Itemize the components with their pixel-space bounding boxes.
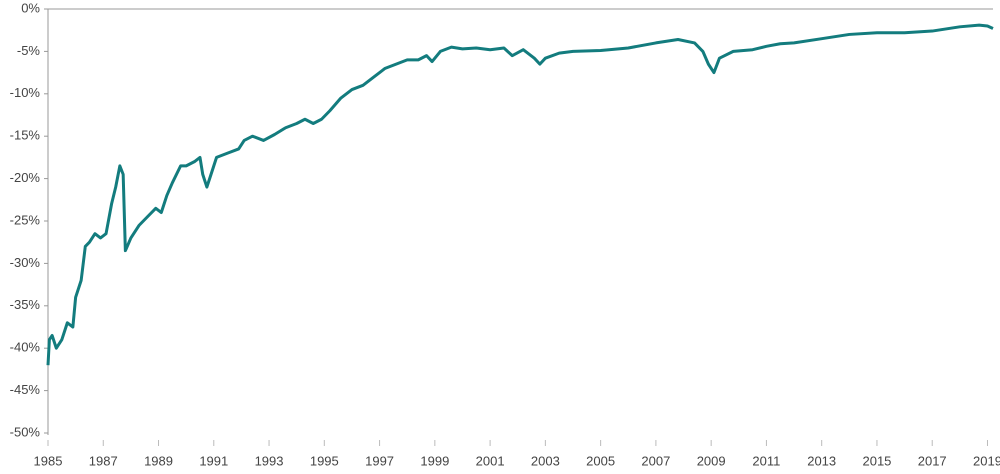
y-tick-label: -40% [10, 340, 41, 355]
data-line [46, 23, 994, 366]
y-tick-label: -5% [17, 43, 41, 58]
x-tick-label: 2015 [862, 453, 891, 468]
x-tick-label: 2009 [697, 453, 726, 468]
x-tick-label: 2001 [476, 453, 505, 468]
y-tick-label: -30% [10, 255, 41, 270]
x-tick-label: 1995 [310, 453, 339, 468]
y-tick-label: -15% [10, 128, 41, 143]
x-tick-label: 1985 [34, 453, 63, 468]
x-tick-label: 2019 [973, 453, 1000, 468]
y-tick-label: -35% [10, 297, 41, 312]
y-tick-label: -45% [10, 382, 41, 397]
x-tick-label: 1993 [255, 453, 284, 468]
y-tick-label: -10% [10, 85, 41, 100]
x-tick-label: 1997 [365, 453, 394, 468]
y-tick-label: -25% [10, 212, 41, 227]
x-tick-label: 1987 [89, 453, 118, 468]
x-tick-label: 2007 [641, 453, 670, 468]
y-tick-label: -50% [10, 424, 41, 439]
x-tick-label: 2013 [807, 453, 836, 468]
x-tick-label: 2005 [586, 453, 615, 468]
x-tick-label: 1989 [144, 453, 173, 468]
x-tick-label: 1999 [420, 453, 449, 468]
y-tick-label: -20% [10, 170, 41, 185]
x-tick-label: 1991 [199, 453, 228, 468]
x-tick-label: 2011 [752, 453, 780, 468]
x-tick-label: 2017 [918, 453, 947, 468]
y-tick-label: 0% [21, 0, 40, 15]
x-tick-label: 2003 [531, 453, 560, 468]
